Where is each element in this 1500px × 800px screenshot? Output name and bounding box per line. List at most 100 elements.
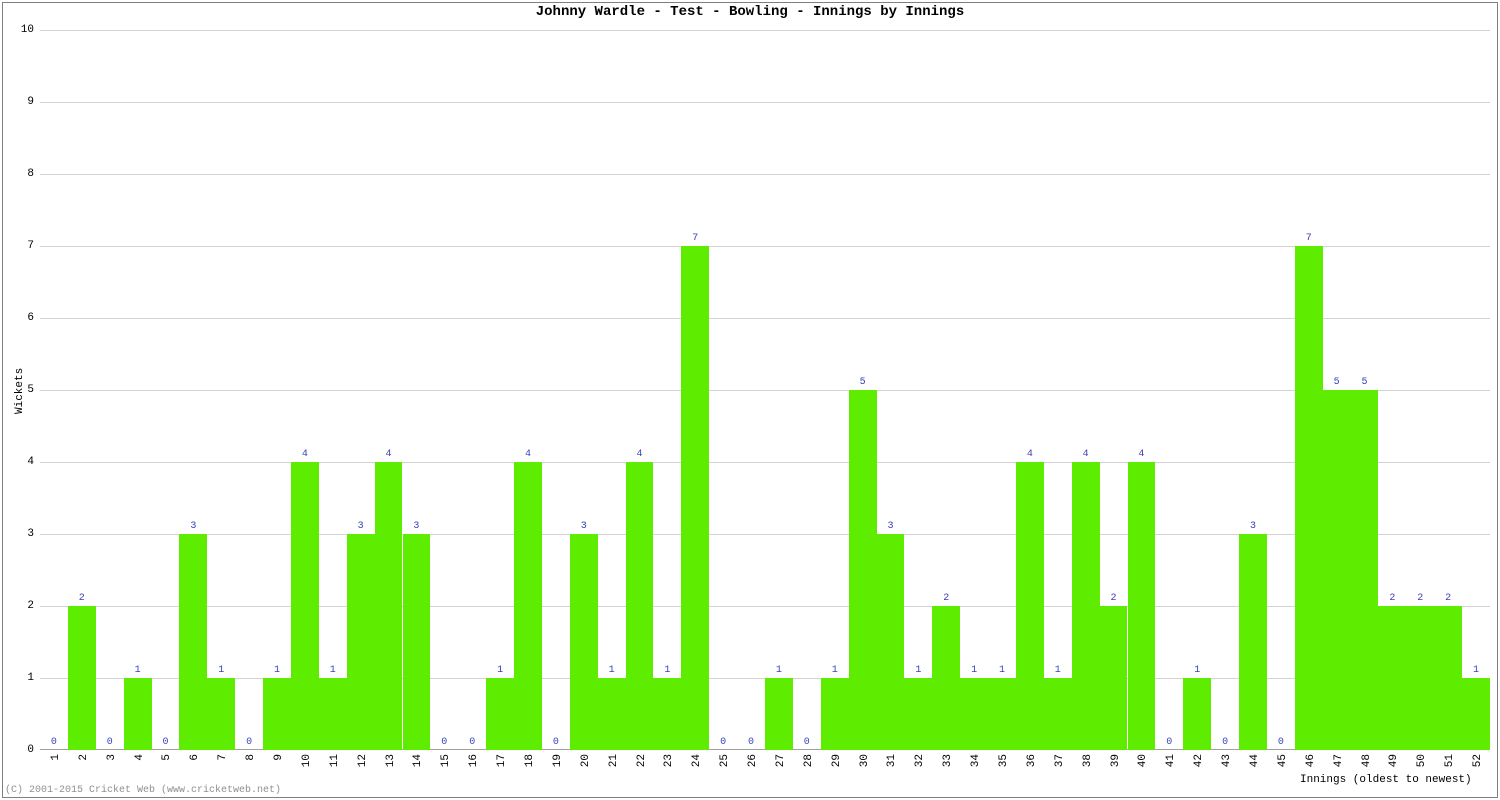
bar-slot: 015 bbox=[430, 30, 458, 750]
bar-slot: 331 bbox=[877, 30, 905, 750]
bar-slot: 440 bbox=[1128, 30, 1156, 750]
x-tick-label: 49 bbox=[1384, 750, 1400, 767]
y-tick-label: 6 bbox=[27, 312, 40, 324]
x-tick-label: 20 bbox=[576, 750, 592, 767]
x-tick-label: 4 bbox=[130, 750, 146, 761]
x-tick-label: 44 bbox=[1245, 750, 1261, 767]
x-tick-label: 11 bbox=[325, 750, 341, 767]
bar-slot: 22 bbox=[68, 30, 96, 750]
bar-value-label: 3 bbox=[190, 521, 196, 532]
bar bbox=[1183, 678, 1211, 750]
bar-slot: 19 bbox=[263, 30, 291, 750]
bar-value-label: 1 bbox=[330, 665, 336, 676]
x-tick-label: 30 bbox=[855, 750, 871, 767]
bar bbox=[179, 534, 207, 750]
bar-value-label: 1 bbox=[999, 665, 1005, 676]
bar bbox=[598, 678, 626, 750]
bar-slot: 314 bbox=[403, 30, 431, 750]
bar-slot: 043 bbox=[1211, 30, 1239, 750]
bar-slot: 03 bbox=[96, 30, 124, 750]
x-tick-label: 43 bbox=[1217, 750, 1233, 767]
bar-slot: 028 bbox=[793, 30, 821, 750]
bar-slot: 041 bbox=[1155, 30, 1183, 750]
bar bbox=[821, 678, 849, 750]
bar-slot: 132 bbox=[904, 30, 932, 750]
y-tick-label: 5 bbox=[27, 384, 40, 396]
bar-slot: 17 bbox=[207, 30, 235, 750]
bar-value-label: 2 bbox=[1417, 593, 1423, 604]
x-tick-label: 40 bbox=[1133, 750, 1149, 767]
bar-value-label: 7 bbox=[692, 233, 698, 244]
bar-slot: 233 bbox=[932, 30, 960, 750]
bar-slot: 249 bbox=[1378, 30, 1406, 750]
bar-value-label: 1 bbox=[832, 665, 838, 676]
bar bbox=[514, 462, 542, 750]
x-tick-label: 48 bbox=[1357, 750, 1373, 767]
bar-value-label: 0 bbox=[246, 737, 252, 748]
bar-slot: 320 bbox=[570, 30, 598, 750]
x-tick-label: 8 bbox=[241, 750, 257, 761]
x-tick-label: 24 bbox=[687, 750, 703, 767]
x-tick-label: 5 bbox=[157, 750, 173, 761]
bar-slot: 137 bbox=[1044, 30, 1072, 750]
bar-value-label: 4 bbox=[1027, 449, 1033, 460]
bar-slot: 250 bbox=[1406, 30, 1434, 750]
bar-value-label: 3 bbox=[413, 521, 419, 532]
bar-slot: 019 bbox=[542, 30, 570, 750]
bar-value-label: 7 bbox=[1306, 233, 1312, 244]
x-axis-title: Innings (oldest to newest) bbox=[1300, 774, 1472, 786]
x-tick-label: 25 bbox=[715, 750, 731, 767]
bar bbox=[1016, 462, 1044, 750]
bar bbox=[1044, 678, 1072, 750]
bar-slot: 08 bbox=[235, 30, 263, 750]
bar-slot: 127 bbox=[765, 30, 793, 750]
bar-value-label: 0 bbox=[1222, 737, 1228, 748]
bar-slot: 413 bbox=[375, 30, 403, 750]
bar-value-label: 2 bbox=[1445, 593, 1451, 604]
y-tick-label: 8 bbox=[27, 168, 40, 180]
bar-slot: 025 bbox=[709, 30, 737, 750]
x-tick-label: 33 bbox=[938, 750, 954, 767]
x-tick-label: 17 bbox=[492, 750, 508, 767]
bar-value-label: 1 bbox=[497, 665, 503, 676]
bar bbox=[263, 678, 291, 750]
bar bbox=[653, 678, 681, 750]
x-tick-label: 34 bbox=[966, 750, 982, 767]
bar-slot: 142 bbox=[1183, 30, 1211, 750]
y-tick-label: 9 bbox=[27, 96, 40, 108]
x-tick-label: 16 bbox=[464, 750, 480, 767]
bar-value-label: 3 bbox=[581, 521, 587, 532]
bar bbox=[1323, 390, 1351, 750]
x-tick-label: 51 bbox=[1440, 750, 1456, 767]
bar-value-label: 5 bbox=[860, 377, 866, 388]
bar-value-label: 1 bbox=[664, 665, 670, 676]
plot-area: 0123456789100122031405361708194101113124… bbox=[40, 30, 1490, 750]
x-tick-label: 7 bbox=[213, 750, 229, 761]
x-tick-label: 12 bbox=[353, 750, 369, 767]
bar bbox=[932, 606, 960, 750]
bar-slot: 14 bbox=[124, 30, 152, 750]
bar bbox=[375, 462, 403, 750]
bar-slot: 134 bbox=[960, 30, 988, 750]
bar bbox=[988, 678, 1016, 750]
bar bbox=[1072, 462, 1100, 750]
bar-value-label: 5 bbox=[1334, 377, 1340, 388]
bar-value-label: 0 bbox=[51, 737, 57, 748]
bar-slot: 724 bbox=[681, 30, 709, 750]
bar-slot: 548 bbox=[1351, 30, 1379, 750]
x-tick-label: 47 bbox=[1329, 750, 1345, 767]
bar bbox=[1100, 606, 1128, 750]
bar bbox=[291, 462, 319, 750]
bar-slot: 117 bbox=[486, 30, 514, 750]
bar bbox=[960, 678, 988, 750]
x-tick-label: 28 bbox=[799, 750, 815, 767]
bar-value-label: 4 bbox=[525, 449, 531, 460]
bar-value-label: 3 bbox=[358, 521, 364, 532]
bar-slot: 016 bbox=[458, 30, 486, 750]
x-tick-label: 36 bbox=[1022, 750, 1038, 767]
chart-title: Johnny Wardle - Test - Bowling - Innings… bbox=[0, 4, 1500, 20]
bar bbox=[877, 534, 905, 750]
bar-value-label: 2 bbox=[943, 593, 949, 604]
x-tick-label: 42 bbox=[1189, 750, 1205, 767]
x-tick-label: 10 bbox=[297, 750, 313, 767]
